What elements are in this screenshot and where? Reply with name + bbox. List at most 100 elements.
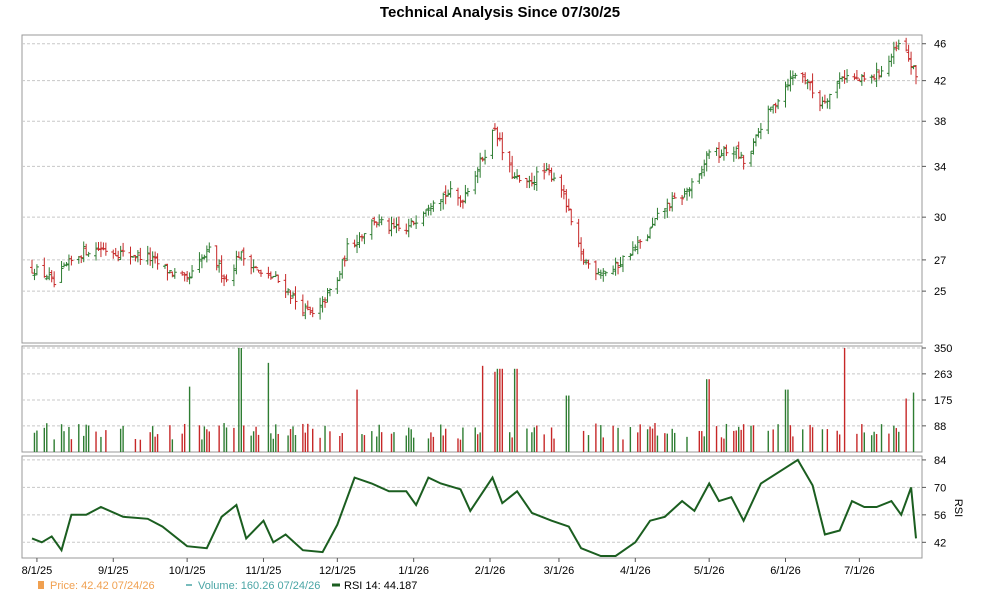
price-bar xyxy=(135,250,140,263)
price-bar xyxy=(138,247,143,265)
price-bar xyxy=(342,255,347,267)
price-bar xyxy=(458,195,463,208)
price-bar xyxy=(613,257,618,276)
legend-item-rsi-14: RSI 14: 44.187 xyxy=(332,580,417,592)
price-bar xyxy=(387,218,392,235)
price-bar xyxy=(214,245,219,271)
price-bar xyxy=(478,152,483,178)
price-bar xyxy=(542,163,547,180)
price-bar xyxy=(47,267,52,281)
price-bar xyxy=(394,217,399,234)
price-bar xyxy=(869,74,874,84)
x-tick-label: 9/1/25 xyxy=(98,565,129,577)
price-bar xyxy=(81,241,86,263)
price-bar xyxy=(741,155,746,170)
price-bar xyxy=(327,288,332,297)
rsi-axis-label: RSI xyxy=(952,499,964,517)
price-bar xyxy=(719,149,724,157)
price-bar xyxy=(153,251,158,264)
x-tick-label: 4/1/26 xyxy=(620,565,651,577)
price-bar xyxy=(473,170,478,195)
price-bar xyxy=(32,268,37,281)
price-bar xyxy=(672,192,677,199)
price-bar xyxy=(840,76,845,82)
price-bar xyxy=(372,216,377,226)
price-bar xyxy=(249,254,254,275)
price-bar xyxy=(507,151,512,173)
price-bar xyxy=(911,65,916,70)
price-bar xyxy=(793,72,798,79)
price-bar xyxy=(352,239,357,248)
price-bar xyxy=(579,237,584,262)
price-bar xyxy=(187,272,192,285)
price-y-tick-label: 42 xyxy=(934,76,946,88)
price-bar xyxy=(150,251,155,269)
price-bar xyxy=(689,178,694,199)
price-bar xyxy=(411,221,416,226)
legend-label: RSI 14: 44.187 xyxy=(344,580,417,592)
price-bar xyxy=(879,65,884,78)
price-bar xyxy=(842,70,847,84)
price-bar xyxy=(379,216,384,226)
price-bar xyxy=(426,204,431,216)
price-bar xyxy=(340,258,345,279)
price-bar xyxy=(684,187,689,201)
price-bar xyxy=(239,251,244,261)
price-bar xyxy=(785,78,790,91)
volume-y-tick-label: 175 xyxy=(934,395,952,407)
price-bar xyxy=(197,252,202,273)
price-bar xyxy=(202,254,207,260)
price-bar xyxy=(162,264,167,269)
price-bar xyxy=(773,102,778,114)
price-bar xyxy=(783,81,788,108)
price-bar xyxy=(465,187,470,197)
price-bar xyxy=(236,251,241,259)
price-bar xyxy=(724,144,729,157)
price-bar xyxy=(355,234,360,254)
price-bar xyxy=(909,51,914,75)
price-bar xyxy=(34,264,39,276)
price-bar xyxy=(603,271,608,277)
rsi-y-tick-label: 70 xyxy=(934,482,946,494)
price-bar xyxy=(320,296,325,313)
price-bar xyxy=(167,270,172,274)
price-bar xyxy=(497,132,502,142)
price-bar xyxy=(736,141,741,160)
price-bar xyxy=(697,173,702,184)
price-bar xyxy=(377,214,382,227)
volume-bars xyxy=(33,348,915,452)
price-bar xyxy=(655,207,660,221)
price-bar xyxy=(817,90,822,112)
price-bar xyxy=(59,261,64,283)
legend-item-price: Price: 42.42 07/24/26 xyxy=(38,580,155,592)
price-bar xyxy=(337,270,342,282)
price-bar xyxy=(391,218,396,230)
x-tick-label: 12/1/25 xyxy=(319,565,356,577)
price-bar xyxy=(904,37,909,52)
price-bar xyxy=(431,200,436,212)
price-bar xyxy=(549,167,554,182)
price-bar xyxy=(682,188,687,198)
price-bar xyxy=(199,254,204,269)
price-bar xyxy=(79,255,84,264)
price-bar xyxy=(717,142,722,163)
volume-panel-frame xyxy=(21,345,923,453)
price-bar xyxy=(544,162,549,172)
legend-label: Price: 42.42 07/24/26 xyxy=(50,580,155,592)
price-bar xyxy=(241,247,246,266)
price-bar xyxy=(753,134,758,147)
rsi-panel-frame xyxy=(21,455,923,559)
price-bar xyxy=(423,209,428,217)
volume-y-tick-label: 263 xyxy=(934,369,952,381)
price-bar xyxy=(633,244,638,252)
price-bar xyxy=(859,74,864,86)
price-bar xyxy=(254,265,259,269)
price-bar xyxy=(222,274,227,287)
price-bar xyxy=(300,294,305,317)
price-bar xyxy=(345,237,350,261)
price-bar xyxy=(44,274,49,281)
price-bar xyxy=(404,223,409,235)
price-bar xyxy=(409,218,414,228)
price-bar xyxy=(751,138,756,155)
